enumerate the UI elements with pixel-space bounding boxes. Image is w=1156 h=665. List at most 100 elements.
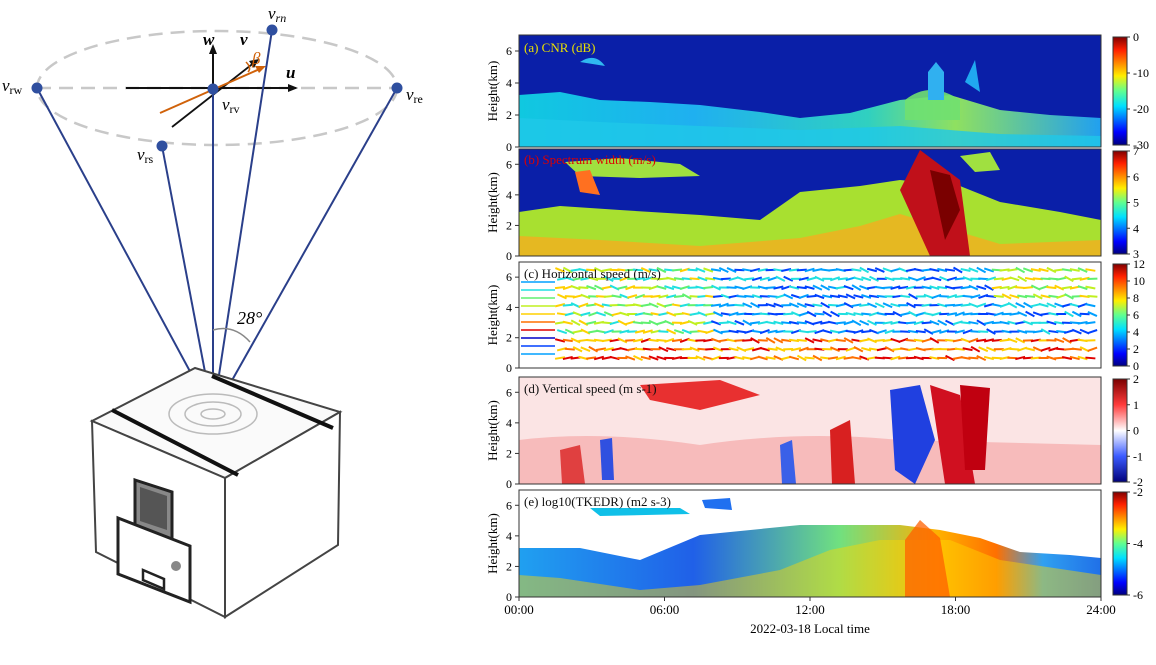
- wind-barb: [625, 355, 636, 361]
- x-tick-label: 12:00: [795, 602, 825, 617]
- wind-barb: [557, 293, 567, 300]
- wind-barb: [634, 293, 646, 299]
- wind-barb: [1085, 303, 1096, 308]
- wind-barb: [726, 267, 737, 273]
- wind-barb: [851, 303, 862, 308]
- wind-barb: [1046, 320, 1057, 326]
- wind-barb: [822, 310, 833, 318]
- wind-barb: [650, 294, 661, 299]
- wind-barb: [712, 346, 724, 352]
- wind-barb: [1038, 302, 1049, 308]
- wind-barb: [806, 276, 817, 282]
- wind-barb: [978, 277, 989, 281]
- wind-barb: [1085, 285, 1096, 290]
- wind-barb: [1032, 329, 1043, 334]
- wind-barb: [578, 267, 589, 273]
- colorbar: [1112, 378, 1128, 483]
- wind-barb: [929, 285, 940, 290]
- wind-barb: [1077, 285, 1088, 291]
- wind-barb: [1007, 301, 1018, 309]
- panel-b: [518, 148, 1102, 257]
- wind-barb: [829, 346, 841, 352]
- y-tick-label: 0: [506, 361, 512, 375]
- wind-barb: [1056, 276, 1067, 281]
- y-tick-label: 4: [506, 188, 512, 202]
- wind-barb: [759, 346, 770, 352]
- wind-barb: [588, 345, 599, 353]
- wind-barb: [689, 277, 700, 281]
- wind-barb: [1069, 268, 1080, 272]
- wind-barb: [1077, 355, 1088, 361]
- wind-barb: [773, 320, 784, 325]
- wind-barb: [882, 356, 893, 360]
- wind-barb: [999, 338, 1010, 343]
- colorbar: [1112, 263, 1128, 367]
- wind-barb: [767, 294, 778, 298]
- wind-barb: [976, 354, 987, 362]
- wind-barb: [999, 285, 1010, 290]
- wind-barb: [1069, 355, 1080, 361]
- wind-barb: [882, 320, 893, 325]
- wind-barb: [601, 285, 612, 290]
- wind-barb: [962, 276, 973, 282]
- wind-barb: [908, 293, 918, 300]
- svg-text:vrn: vrn: [268, 4, 286, 25]
- wind-barb: [837, 294, 848, 299]
- wind-barb: [744, 347, 755, 352]
- colorbar-tick-label: -10: [1133, 66, 1149, 80]
- y-tick-label: 4: [506, 76, 512, 90]
- wind-barb: [705, 277, 716, 281]
- wind-barb: [658, 346, 669, 353]
- y-tick-label: 4: [506, 529, 512, 543]
- wind-barb: [853, 312, 864, 316]
- wind-barb: [554, 303, 566, 308]
- wind-barb: [710, 268, 722, 272]
- wind-barb: [734, 303, 745, 307]
- wind-barb: [632, 268, 644, 272]
- colorbar-tick-label: -20: [1133, 102, 1149, 116]
- wind-barb: [906, 302, 916, 309]
- wind-barb: [586, 320, 597, 325]
- wind-barb: [960, 285, 971, 290]
- wind-barb: [804, 356, 815, 360]
- wind-barb: [648, 355, 659, 361]
- wind-barb: [751, 276, 763, 282]
- wind-barb: [562, 320, 573, 325]
- panel-e: [518, 489, 1102, 598]
- wind-barb: [845, 293, 856, 300]
- wind-barb: [851, 319, 862, 327]
- wind-barb: [781, 268, 792, 272]
- wind-barb: [853, 346, 864, 353]
- wind-barb: [962, 347, 973, 352]
- wind-barb: [679, 320, 690, 325]
- wind-barb: [913, 320, 924, 326]
- y-tick-label: 4: [506, 300, 512, 314]
- wind-barb: [656, 285, 667, 290]
- wind-barb: [991, 285, 1002, 290]
- y-tick-label: 6: [506, 385, 512, 399]
- wind-barb: [999, 302, 1010, 308]
- y-axis-title: Height(km): [485, 513, 500, 574]
- y-tick-label: 2: [506, 559, 512, 573]
- wind-barb: [970, 345, 981, 353]
- wind-barb: [775, 293, 786, 299]
- wind-barb: [603, 275, 614, 282]
- wind-barb: [658, 330, 669, 333]
- x-tick-label: 00:00: [504, 602, 534, 617]
- wind-barb: [806, 294, 817, 298]
- wind-barb: [788, 285, 800, 290]
- wind-barb: [960, 303, 971, 307]
- colorbar-tick-label: 3: [1133, 247, 1139, 261]
- wind-barb: [1007, 337, 1018, 344]
- wind-barb: [556, 329, 568, 335]
- wind-barb: [617, 337, 628, 344]
- wind-barb: [1009, 294, 1020, 299]
- wind-barb: [1015, 337, 1026, 344]
- wind-barb: [1085, 268, 1096, 272]
- wind-barb: [851, 356, 862, 360]
- wind-barb: [812, 338, 823, 343]
- wind-barb: [734, 355, 745, 361]
- wind-barb: [765, 320, 776, 325]
- wind-barb: [586, 356, 597, 360]
- y-tick-label: 0: [506, 590, 512, 604]
